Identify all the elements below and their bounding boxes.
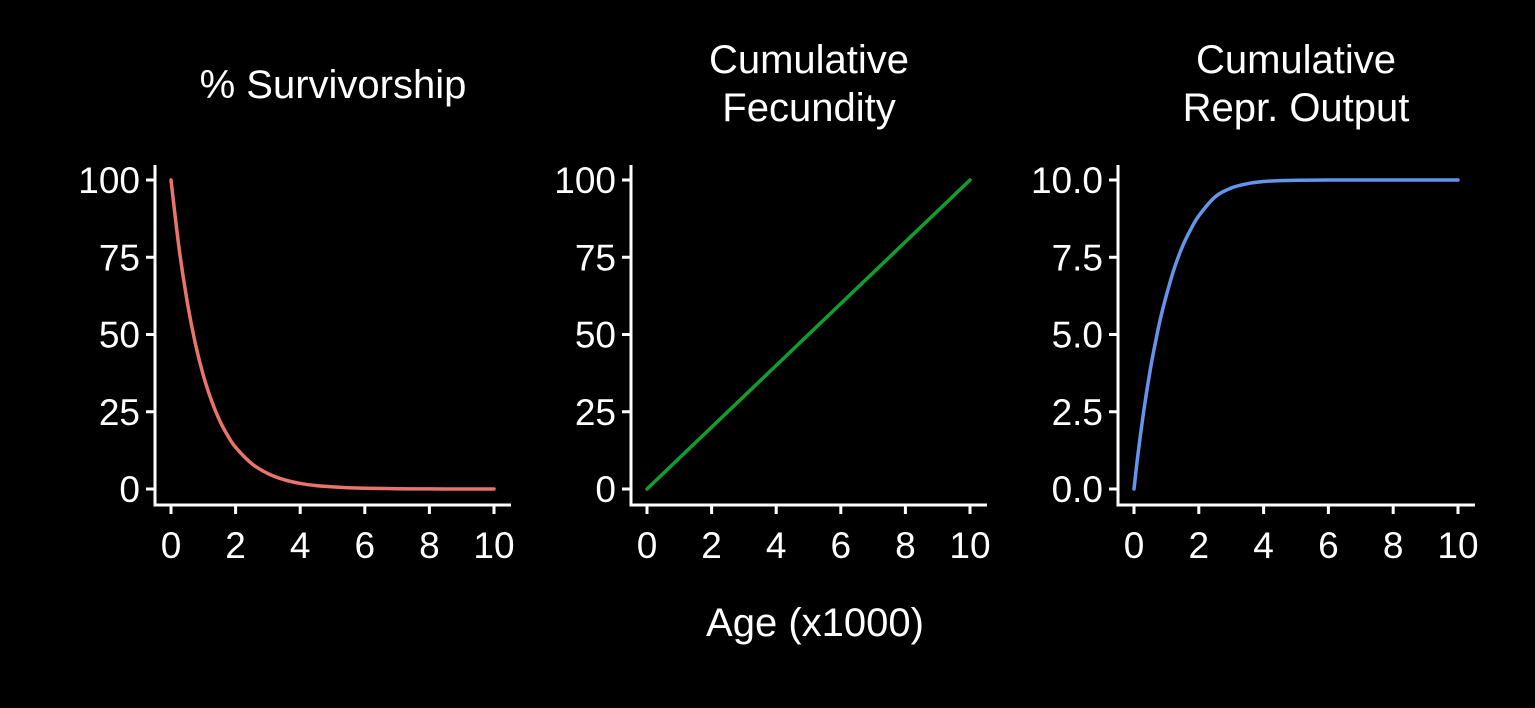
x-tick-label: 0 [637, 525, 658, 566]
y-tick-label: 5.0 [1052, 315, 1103, 356]
y-tick-label: 25 [575, 392, 616, 433]
y-tick-label: 7.5 [1052, 237, 1103, 278]
x-tick-label: 2 [701, 525, 722, 566]
y-tick-label: 2.5 [1052, 392, 1103, 433]
x-tick-label: 8 [1383, 525, 1404, 566]
x-tick-label: 2 [1189, 525, 1210, 566]
y-tick-label: 0 [119, 469, 140, 510]
series-line [1132, 178, 1460, 491]
x-tick-label: 6 [1318, 525, 1339, 566]
y-tick-label: 0 [595, 469, 616, 510]
x-tick-label: 0 [1124, 525, 1145, 566]
x-tick-label: 8 [895, 525, 916, 566]
y-tick-label: 100 [78, 160, 140, 201]
y-tick-label: 25 [99, 392, 140, 433]
panel-title-line: Fecundity [722, 86, 895, 130]
x-tick-label: 4 [290, 525, 311, 566]
y-tick-label: 10.0 [1031, 160, 1103, 201]
panel-title-line: Cumulative [1196, 38, 1396, 82]
y-tick-label: 75 [99, 237, 140, 278]
x-tick-label: 4 [1253, 525, 1274, 566]
x-tick-label: 6 [831, 525, 852, 566]
panel-1: % Survivorship 0 25 50 75 100 0 2 4 6 8 10 [78, 63, 514, 566]
y-tick-label: 0.0 [1052, 469, 1103, 510]
panel-title-line: % Survivorship [200, 63, 467, 107]
panel-title-line: Cumulative [709, 38, 909, 82]
x-tick-label: 2 [225, 525, 246, 566]
y-tick-label: 50 [575, 315, 616, 356]
x-tick-label: 6 [355, 525, 376, 566]
x-tick-label: 10 [949, 525, 990, 566]
series-line [169, 178, 496, 491]
x-tick-label: 10 [473, 525, 514, 566]
y-tick-label: 100 [554, 160, 616, 201]
x-tick-label: 8 [419, 525, 440, 566]
x-tick-label: 10 [1437, 525, 1478, 566]
series-line [645, 178, 972, 491]
x-tick-label: 4 [766, 525, 787, 566]
y-tick-label: 75 [575, 237, 616, 278]
y-tick-label: 50 [99, 315, 140, 356]
panel-title-line: Repr. Output [1183, 86, 1410, 130]
x-tick-label: 0 [161, 525, 182, 566]
x-axis-label: Age (x1000) [706, 601, 924, 645]
